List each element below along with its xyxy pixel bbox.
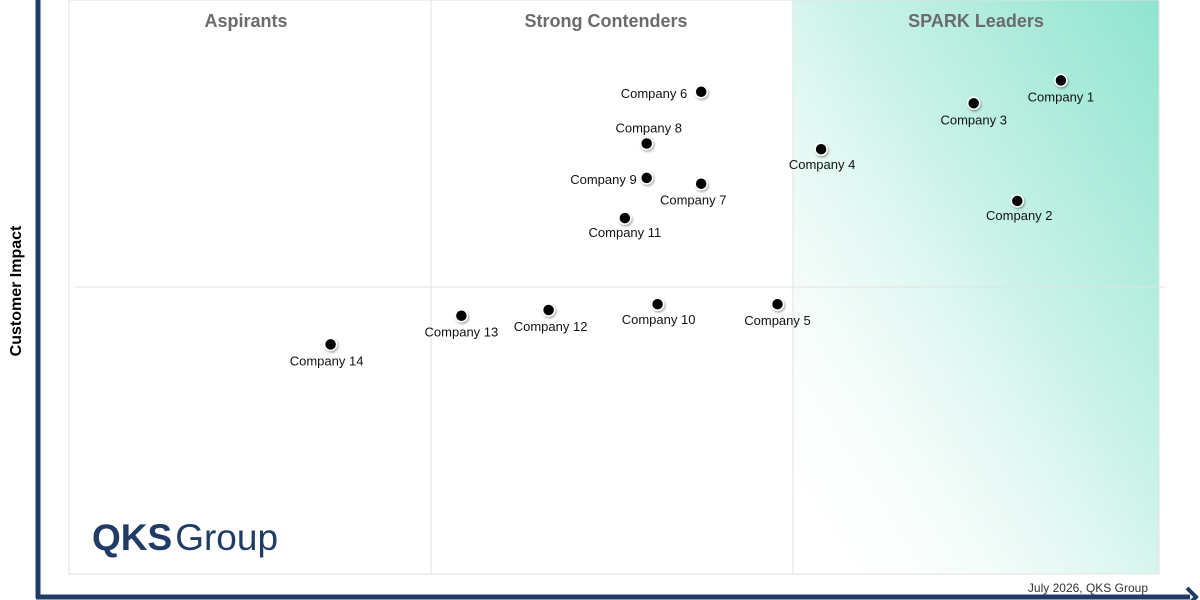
data-point-company-1[interactable] (1054, 73, 1068, 88)
data-point-company-5[interactable] (770, 297, 785, 311)
data-label-company-5: Company 5 (744, 313, 810, 328)
data-point-company-12[interactable] (541, 303, 556, 317)
quadrant-label-aspirants: Aspirants (204, 11, 287, 31)
quadrant-label-spark-leaders: SPARK Leaders (908, 11, 1044, 31)
data-label-company-11: Company 11 (589, 225, 662, 240)
data-point-company-2[interactable] (1010, 194, 1025, 208)
data-label-company-13: Company 13 (425, 325, 499, 340)
data-point-company-4[interactable] (814, 142, 828, 156)
data-label-company-2: Company 2 (986, 208, 1052, 223)
logo-word: Group (175, 517, 278, 558)
data-label-company-8: Company 8 (615, 121, 681, 136)
data-point-company-14[interactable] (323, 337, 338, 352)
quadrant-label-strong-contenders: Strong Contenders (524, 11, 687, 31)
data-label-company-12: Company 12 (514, 319, 588, 334)
data-label-company-1: Company 1 (1028, 89, 1094, 104)
data-point-company-10[interactable] (650, 297, 665, 311)
data-point-company-11[interactable] (618, 211, 632, 225)
data-label-company-4: Company 4 (789, 157, 855, 172)
data-label-company-3: Company 3 (940, 112, 1006, 127)
qks-group-logo: QKSGroup (92, 517, 278, 558)
footnote: July 2026, QKS Group (1028, 581, 1148, 595)
data-point-company-7[interactable] (694, 176, 708, 191)
svg-text:QKSGroup: QKSGroup (92, 517, 278, 558)
data-point-company-6[interactable] (694, 85, 708, 99)
logo-mark: QKS (92, 517, 172, 558)
data-label-company-14: Company 14 (290, 353, 364, 368)
data-label-company-6: Company 6 (621, 86, 687, 101)
data-point-company-13[interactable] (454, 308, 469, 323)
data-points: Company 1 Company 2 Company 3 Company 4 Comp… (290, 73, 1094, 368)
data-point-company-9[interactable] (639, 171, 654, 185)
data-label-company-9: Company 9 (570, 172, 636, 187)
y-axis-label: Customer Impact (8, 225, 25, 356)
data-point-company-8[interactable] (639, 136, 654, 151)
data-label-company-10: Company 10 (622, 312, 696, 327)
data-label-company-7: Company 7 (660, 193, 726, 208)
x-axis-arrow-icon (1185, 586, 1199, 600)
data-point-company-3[interactable] (966, 96, 981, 111)
